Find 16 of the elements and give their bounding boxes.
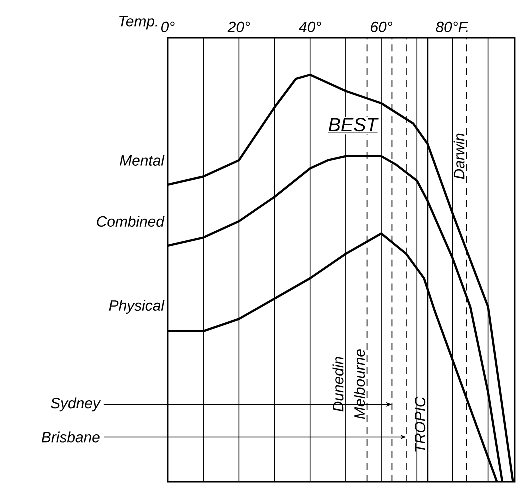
x-tick-label: 40° (299, 22, 322, 32)
ref-line-label: Darwin (454, 134, 465, 180)
ref-line-label: TROPIC (415, 396, 426, 452)
x-tick-label: 0° (162, 22, 175, 32)
ref-line-label: Melbourne (354, 350, 366, 420)
annotation: Dunedin (332, 357, 344, 412)
series-label: Combined (97, 216, 165, 228)
series-label: Mental (120, 154, 165, 166)
x-tick-label: 20° (228, 22, 250, 32)
series-label: Physical (109, 300, 165, 314)
x-tick-label: 60° (371, 22, 392, 32)
annotation: BEST (328, 118, 379, 132)
ref-line-label: Sydney (50, 398, 102, 412)
x-axis-title: Temp. (120, 16, 158, 30)
x-tick-label: 80°F. (436, 22, 468, 32)
ref-line-label: Brisbane (42, 432, 100, 443)
